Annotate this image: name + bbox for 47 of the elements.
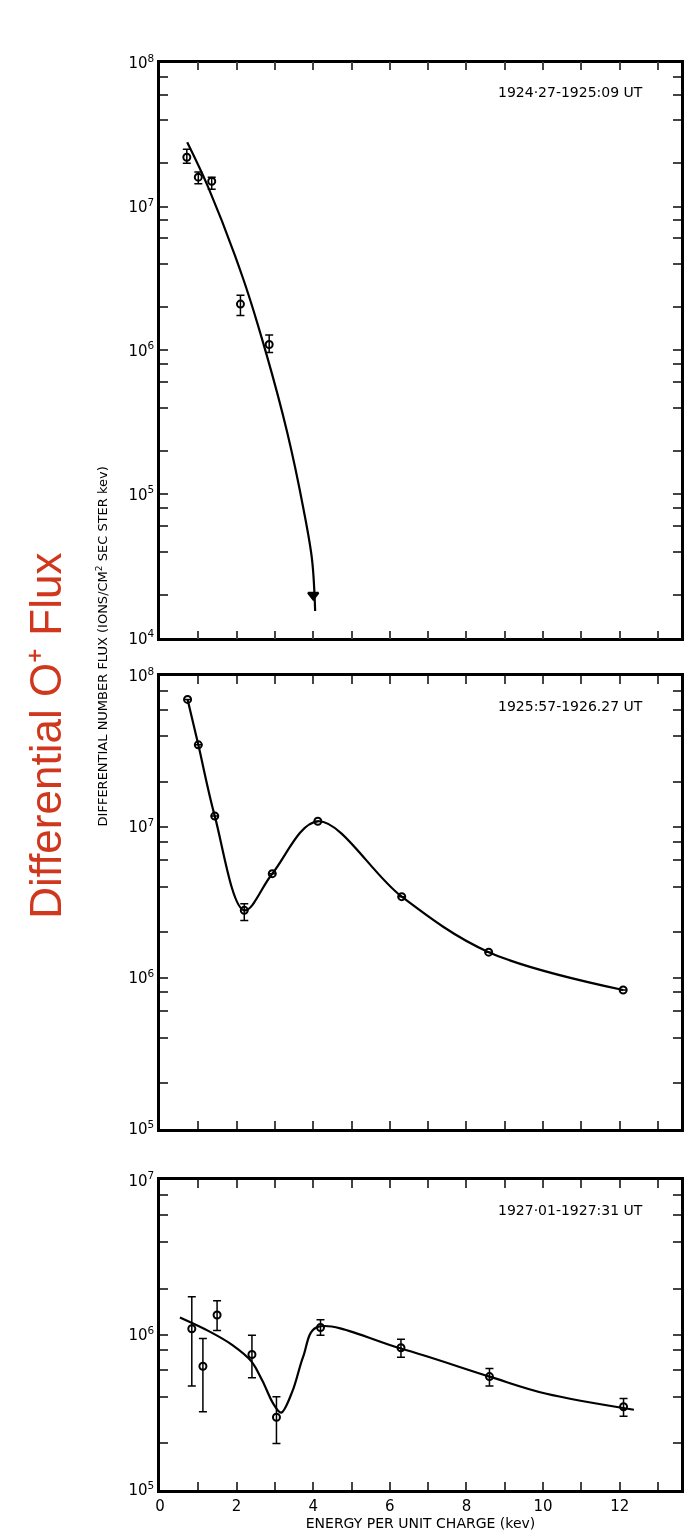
text: Differential O⁺ Flux xyxy=(20,552,70,919)
annotation: 1927·01-1927:31 UT xyxy=(498,1202,643,1218)
point xyxy=(207,176,217,186)
point xyxy=(618,985,628,995)
point xyxy=(183,694,193,704)
point xyxy=(396,1343,406,1353)
point xyxy=(235,299,245,309)
x-tick-label: 0 xyxy=(155,1496,165,1515)
point xyxy=(239,905,249,915)
point xyxy=(267,869,277,879)
point xyxy=(247,1350,257,1360)
point xyxy=(316,1323,326,1333)
point xyxy=(271,1412,281,1422)
y-tick-label: 10$^{6}$ xyxy=(128,339,155,360)
point xyxy=(484,947,494,957)
point xyxy=(212,1310,222,1320)
x-tick-label: 8 xyxy=(461,1496,472,1515)
y-tick-label: 10$^{7}$ xyxy=(128,195,155,216)
x-axis-title: ENERGY PER UNIT CHARGE (kev) xyxy=(305,1514,536,1531)
x-tick-label: 6 xyxy=(385,1496,395,1515)
point xyxy=(187,1324,197,1334)
point xyxy=(619,1402,629,1412)
y-tick-label: 10$^{6}$ xyxy=(128,966,155,988)
point xyxy=(210,811,220,821)
x-tick-label: 10 xyxy=(533,1496,553,1515)
x-tick-label: 12 xyxy=(610,1496,630,1515)
annotation: 1925:57-1926.27 UT xyxy=(498,698,643,714)
point xyxy=(193,740,203,750)
y-tick-label: 10$^{4}$ xyxy=(128,627,155,648)
y-tick-label: 10$^{5}$ xyxy=(128,1478,155,1500)
point xyxy=(397,892,407,902)
point xyxy=(484,1372,494,1382)
y-tick-label: 10$^{5}$ xyxy=(128,1117,155,1138)
line-series xyxy=(186,141,317,613)
y-tick-label: 10$^{5}$ xyxy=(128,483,155,504)
x-tick-label: 4 xyxy=(308,1496,319,1515)
point xyxy=(182,152,192,162)
point xyxy=(313,816,323,826)
y-tick-label: 10$^{8}$ xyxy=(128,665,155,686)
point xyxy=(198,1361,208,1371)
y-tick-label: 10$^{7}$ xyxy=(128,815,155,837)
y-tick-label: 10$^{7}$ xyxy=(128,1169,155,1190)
point xyxy=(264,340,274,350)
annotation: 1924·27-1925:09 UT xyxy=(498,84,643,100)
x-tick-label: 2 xyxy=(231,1496,242,1515)
y-tick-label: 10$^{8}$ xyxy=(128,51,155,72)
y-tick-label: 10$^{6}$ xyxy=(128,1324,155,1345)
